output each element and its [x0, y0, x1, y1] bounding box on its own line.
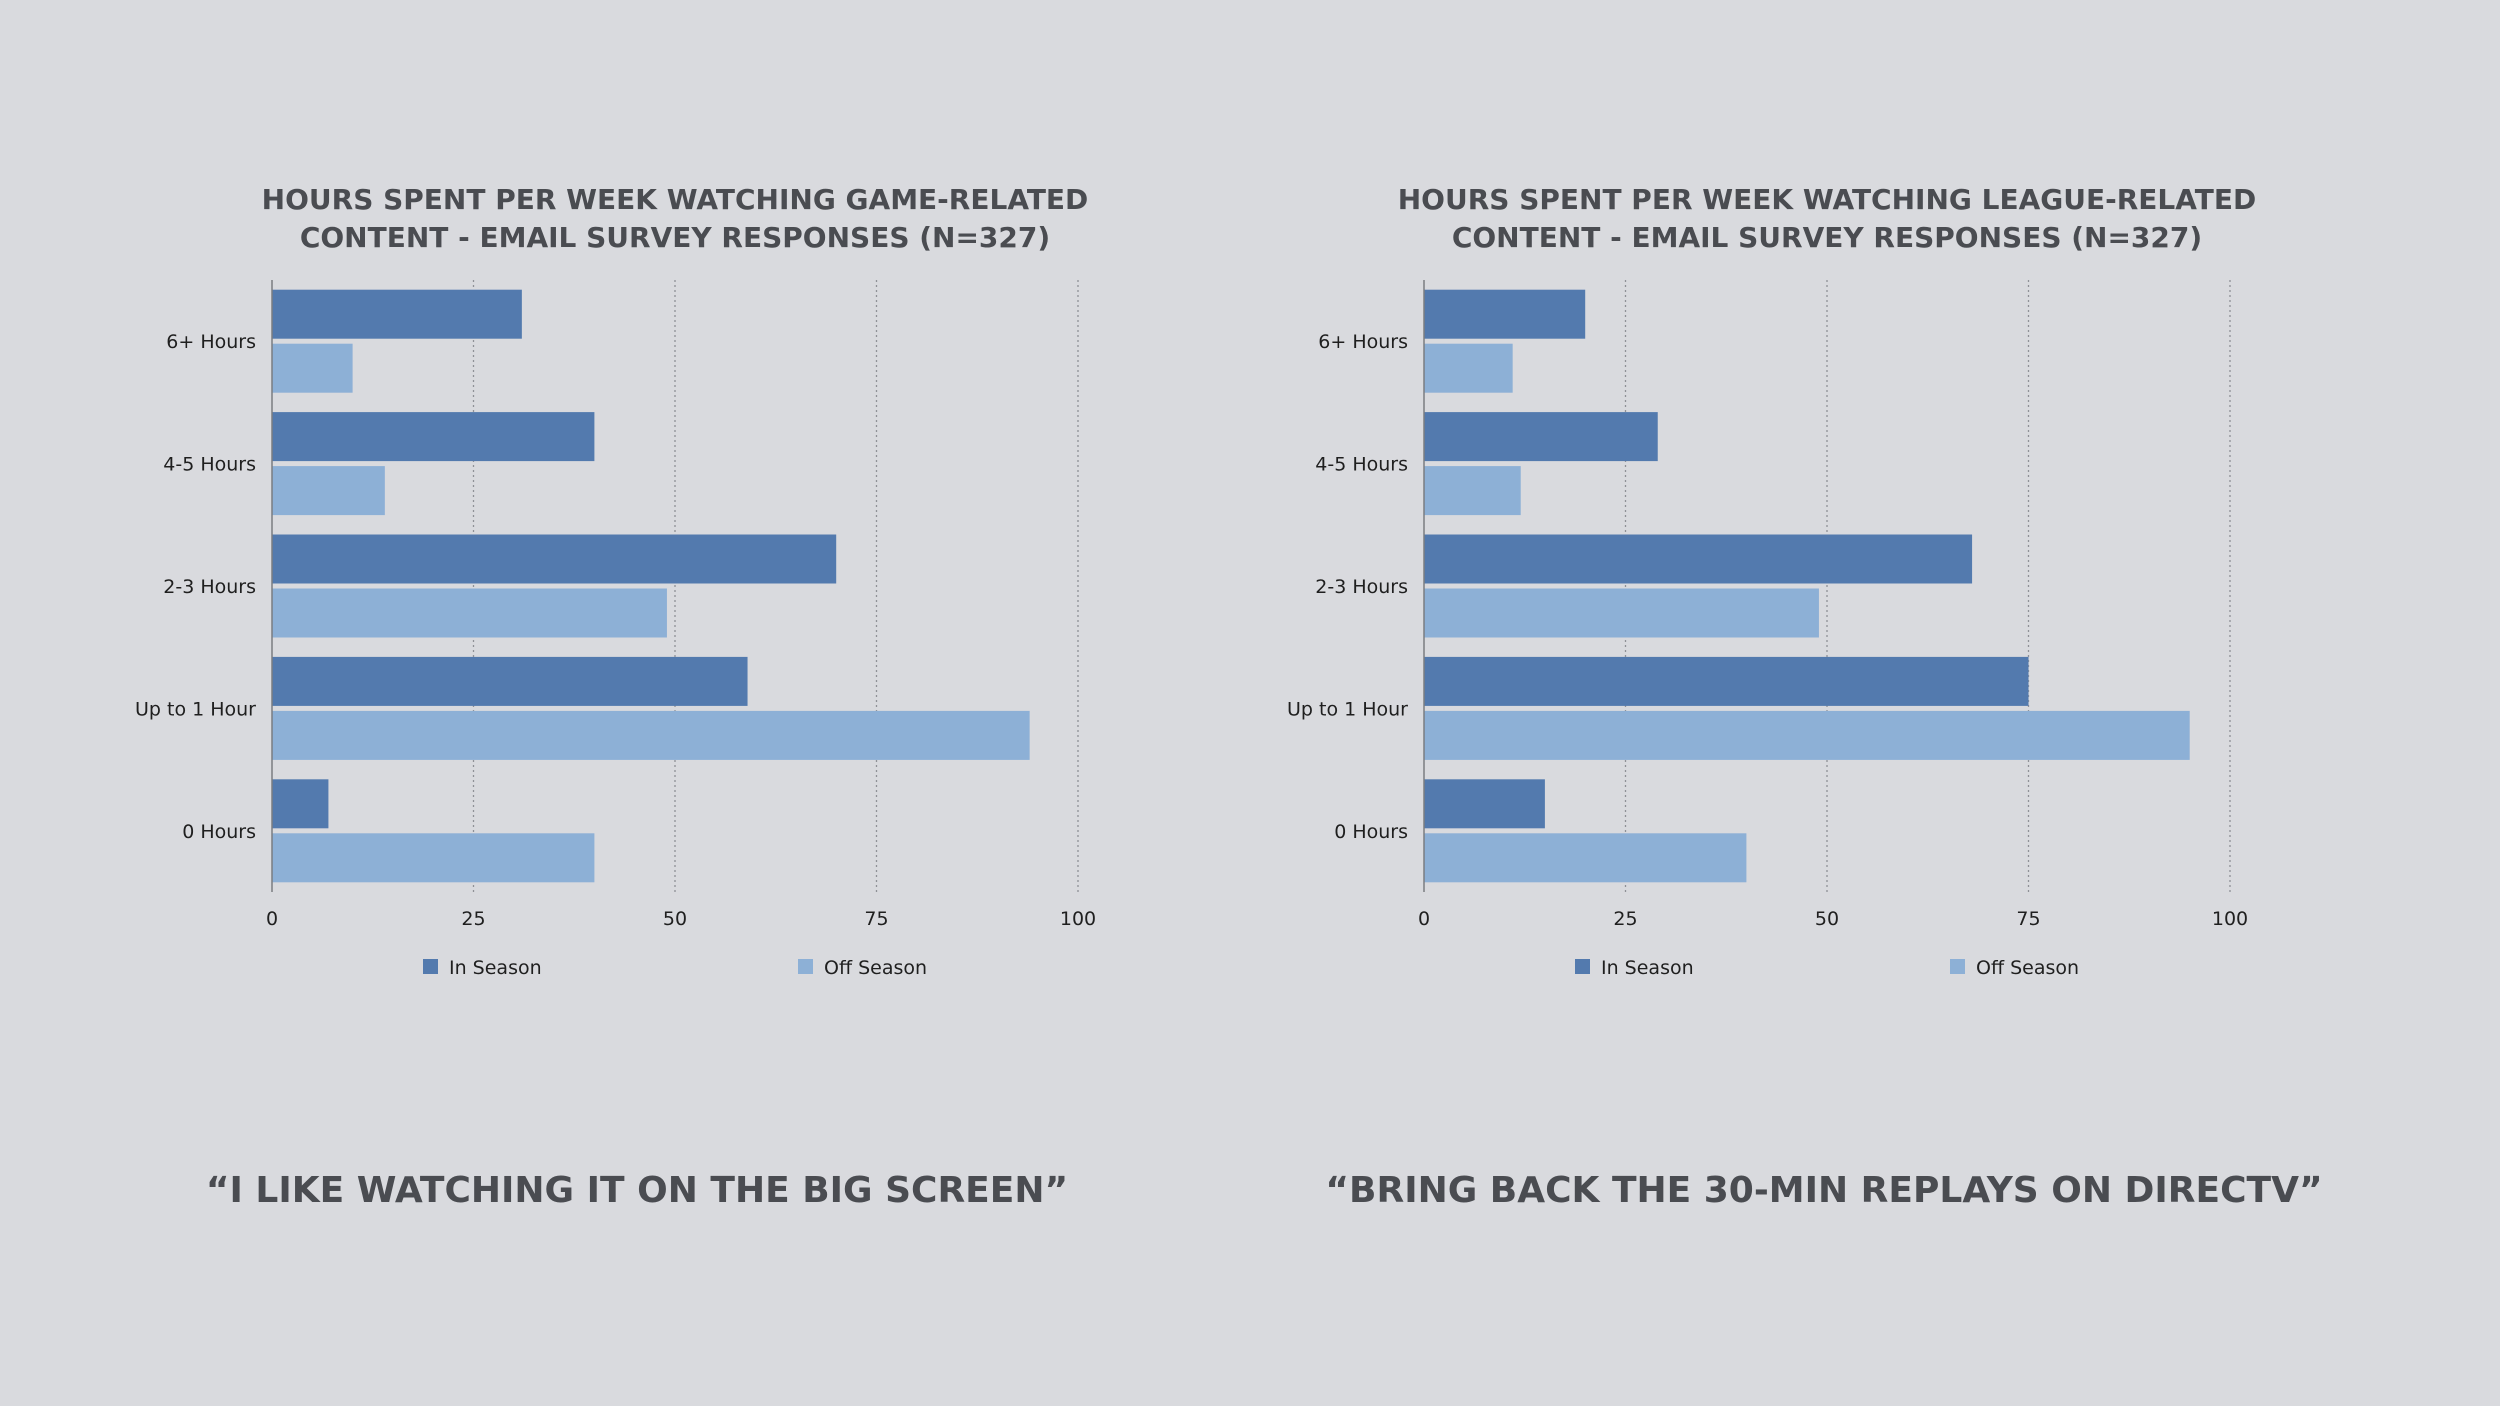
league-chart-xtick-100: 100 [2212, 908, 2248, 930]
game-chart-title-line-1: HOURS SPENT PER WEEK WATCHING GAME-RELAT… [262, 183, 1089, 216]
league-chart-bar-off-season-3 [1424, 710, 2190, 760]
game-chart-title-line-2: CONTENT - EMAIL SURVEY RESPONSES (N=327) [300, 221, 1050, 254]
game-chart-bar-in-season-3 [272, 656, 748, 706]
game-chart-xtick-100: 100 [1060, 908, 1096, 930]
league-chart-bar-in-season-1 [1424, 412, 1658, 462]
league-chart-legend-swatch-off-season [1950, 959, 1965, 974]
game-chart-category-label-1: 4-5 Hours [163, 454, 256, 476]
league-chart-category-label-2: 2-3 Hours [1315, 576, 1408, 598]
league-chart-category-label-3: Up to 1 Hour [1287, 698, 1408, 720]
game-chart-legend-label-off-season: Off Season [824, 957, 927, 979]
league-chart-xtick-75: 75 [2016, 908, 2040, 930]
league-chart-title-line-1: HOURS SPENT PER WEEK WATCHING LEAGUE-REL… [1398, 183, 2256, 216]
league-chart-xtick-25: 25 [1613, 908, 1637, 930]
league-chart-bar-in-season-0 [1424, 289, 1586, 339]
game-chart-category-label-0: 6+ Hours [166, 331, 256, 353]
league-chart-bar-off-season-4 [1424, 833, 1747, 883]
league-chart-title-line-2: CONTENT - EMAIL SURVEY RESPONSES (N=327) [1452, 221, 2202, 254]
league-chart-xtick-0: 0 [1418, 908, 1430, 930]
game-chart-legend-swatch-in-season [423, 959, 438, 974]
league-chart-bar-off-season-0 [1424, 343, 1513, 393]
game-chart-xtick-50: 50 [663, 908, 687, 930]
game-chart-xtick-75: 75 [864, 908, 888, 930]
game-chart-bar-in-season-4 [272, 779, 329, 829]
game-chart-bar-off-season-0 [272, 343, 353, 393]
league-chart-bar-off-season-2 [1424, 588, 1819, 638]
league-chart-legend-label-in-season: In Season [1601, 957, 1694, 979]
game-chart-bar-off-season-4 [272, 833, 595, 883]
league-chart-legend-swatch-in-season [1575, 959, 1590, 974]
game-chart-legend-label-in-season: In Season [449, 957, 542, 979]
league-chart-bar-in-season-4 [1424, 779, 1545, 829]
game-chart-bar-off-season-1 [272, 466, 385, 516]
league-chart-bar-in-season-2 [1424, 534, 1973, 584]
game-chart-category-label-4: 0 Hours [182, 821, 256, 843]
game-chart-xtick-0: 0 [266, 908, 278, 930]
quote-right: “BRING BACK THE 30-MIN REPLAYS ON DIRECT… [1325, 1170, 2323, 1211]
game-chart-bar-off-season-3 [272, 710, 1030, 760]
league-chart-bar-off-season-1 [1424, 466, 1521, 516]
league-chart-legend-label-off-season: Off Season [1976, 957, 2079, 979]
game-chart-bar-in-season-2 [272, 534, 837, 584]
league-chart-category-label-4: 0 Hours [1334, 821, 1408, 843]
game-chart-bar-off-season-2 [272, 588, 667, 638]
game-chart-legend-swatch-off-season [798, 959, 813, 974]
game-content-chart: HOURS SPENT PER WEEK WATCHING GAME-RELAT… [135, 183, 1096, 979]
league-chart-bar-in-season-3 [1424, 656, 2029, 706]
league-content-chart: HOURS SPENT PER WEEK WATCHING LEAGUE-REL… [1287, 183, 2256, 979]
game-chart-bar-in-season-0 [272, 289, 522, 339]
game-chart-category-label-3: Up to 1 Hour [135, 698, 256, 720]
game-chart-xtick-25: 25 [461, 908, 485, 930]
game-chart-category-label-2: 2-3 Hours [163, 576, 256, 598]
league-chart-category-label-1: 4-5 Hours [1315, 454, 1408, 476]
quote-left: “I LIKE WATCHING IT ON THE BIG SCREEN” [205, 1170, 1069, 1211]
game-chart-bar-in-season-1 [272, 412, 595, 462]
league-chart-category-label-0: 6+ Hours [1318, 331, 1408, 353]
league-chart-xtick-50: 50 [1815, 908, 1839, 930]
